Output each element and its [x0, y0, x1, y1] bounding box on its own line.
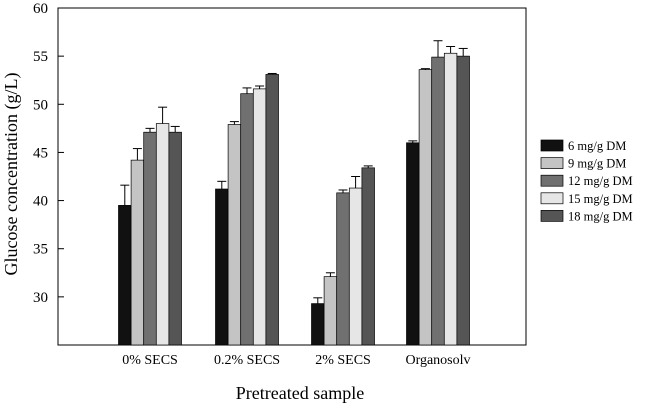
- y-tick-label: 50: [33, 97, 48, 113]
- plot-frame: [57, 7, 527, 346]
- legend-label: 6 mg/g DM: [568, 139, 626, 153]
- legend-label: 15 mg/g DM: [568, 192, 633, 206]
- y-tick-label: 30: [33, 290, 48, 306]
- bar: [311, 303, 325, 346]
- bar: [443, 52, 458, 346]
- bar: [143, 131, 157, 346]
- legend-swatch: [540, 174, 564, 187]
- x-tick-label: Organosolv: [405, 353, 470, 368]
- legend-swatch: [540, 139, 564, 152]
- bar-group: [118, 52, 470, 346]
- bar: [323, 276, 338, 346]
- x-tick-label: 2% SECS: [315, 353, 371, 368]
- x-axis: 0% SECS 0.2% SECS 2% SECS Organosolv: [122, 353, 470, 368]
- legend-swatch: [540, 192, 564, 205]
- y-tick-label: 35: [33, 242, 48, 258]
- bar: [265, 74, 279, 346]
- y-axis-label: Glucose concentration (g/L): [1, 73, 22, 276]
- bar: [406, 142, 420, 346]
- error-bar-group: [120, 40, 468, 304]
- bar: [336, 192, 350, 346]
- bar: [130, 159, 145, 346]
- bar: [348, 187, 363, 346]
- bar: [155, 123, 170, 346]
- y-axis: 30 35 40 45 50 55 60: [33, 1, 64, 306]
- y-tick-label: 40: [33, 194, 48, 210]
- bar: [118, 205, 132, 346]
- x-axis-label: Pretreated sample: [236, 383, 364, 403]
- legend-swatch: [540, 157, 564, 169]
- bar: [252, 88, 267, 346]
- bar: [215, 188, 229, 346]
- y-tick-label: 45: [33, 145, 48, 161]
- plot-area: [57, 7, 527, 346]
- legend-swatch: [540, 210, 564, 222]
- legend: 6 mg/g DM 9 mg/g DM 12 mg/g DM 15 mg/g DM 18…: [540, 139, 633, 223]
- bar: [418, 69, 433, 346]
- legend-label: 12 mg/g DM: [568, 174, 633, 188]
- bar: [456, 55, 470, 346]
- bar: [227, 124, 242, 346]
- y-tick-label: 55: [33, 49, 48, 65]
- bar: [240, 93, 254, 346]
- bar: [168, 131, 182, 346]
- legend-label: 18 mg/g DM: [568, 209, 633, 223]
- x-tick-label: 0.2% SECS: [214, 353, 280, 368]
- bar: [361, 167, 375, 346]
- y-tick-label: 60: [33, 1, 48, 17]
- x-tick-label: 0% SECS: [122, 353, 178, 368]
- legend-label: 9 mg/g DM: [568, 157, 626, 171]
- bar: [431, 56, 445, 346]
